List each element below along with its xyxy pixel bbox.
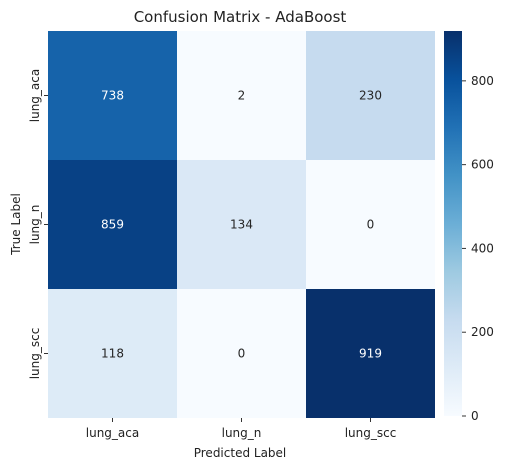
colorbar-ticks: 0 200 400 600 800 — [462, 74, 494, 423]
heatmap-cell — [48, 31, 177, 160]
heatmap-cell — [48, 160, 177, 289]
x-tick-label: lung_n — [222, 426, 262, 440]
heatmap-cell — [48, 289, 177, 418]
cell-value-label: 118 — [101, 347, 124, 361]
cell-value-label: 2 — [238, 89, 246, 103]
heatmap-cell — [306, 160, 435, 289]
y-axis-ticks: lung_aca lung_n lung_scc — [28, 69, 48, 380]
cell-value-label: 134 — [230, 218, 253, 232]
heatmap-cell-labels: 738 2 230 859 134 0 118 0 919 — [101, 89, 382, 361]
colorbar-tick-label: 400 — [471, 241, 494, 255]
y-tick-label: lung_scc — [28, 328, 42, 380]
heatmap-cell — [306, 289, 435, 418]
cell-value-label: 230 — [359, 89, 382, 103]
x-axis-ticks: lung_aca lung_n lung_scc — [86, 418, 397, 440]
x-axis-label: Predicted Label — [194, 446, 287, 460]
heatmap-cell — [177, 31, 306, 160]
colorbar — [444, 31, 462, 416]
colorbar-tick-label: 600 — [471, 158, 494, 172]
y-tick-label: lung_aca — [28, 69, 42, 122]
cell-value-label: 859 — [101, 218, 124, 232]
heatmap-cell — [177, 289, 306, 418]
cell-value-label: 738 — [101, 89, 124, 103]
cell-value-label: 919 — [359, 347, 382, 361]
heatmap-cells — [48, 31, 435, 418]
x-tick-label: lung_aca — [86, 426, 139, 440]
colorbar-tick-label: 800 — [471, 74, 494, 88]
cell-value-label: 0 — [238, 347, 246, 361]
heatmap-cell — [177, 160, 306, 289]
y-tick-label: lung_n — [28, 205, 42, 245]
colorbar-tick-label: 0 — [471, 409, 479, 423]
cell-value-label: 0 — [367, 218, 375, 232]
chart-title: Confusion Matrix - AdaBoost — [134, 8, 347, 26]
heatmap-cell — [306, 31, 435, 160]
colorbar-tick-label: 200 — [471, 325, 494, 339]
x-tick-label: lung_scc — [345, 426, 397, 440]
y-axis-label: True Label — [9, 193, 23, 256]
